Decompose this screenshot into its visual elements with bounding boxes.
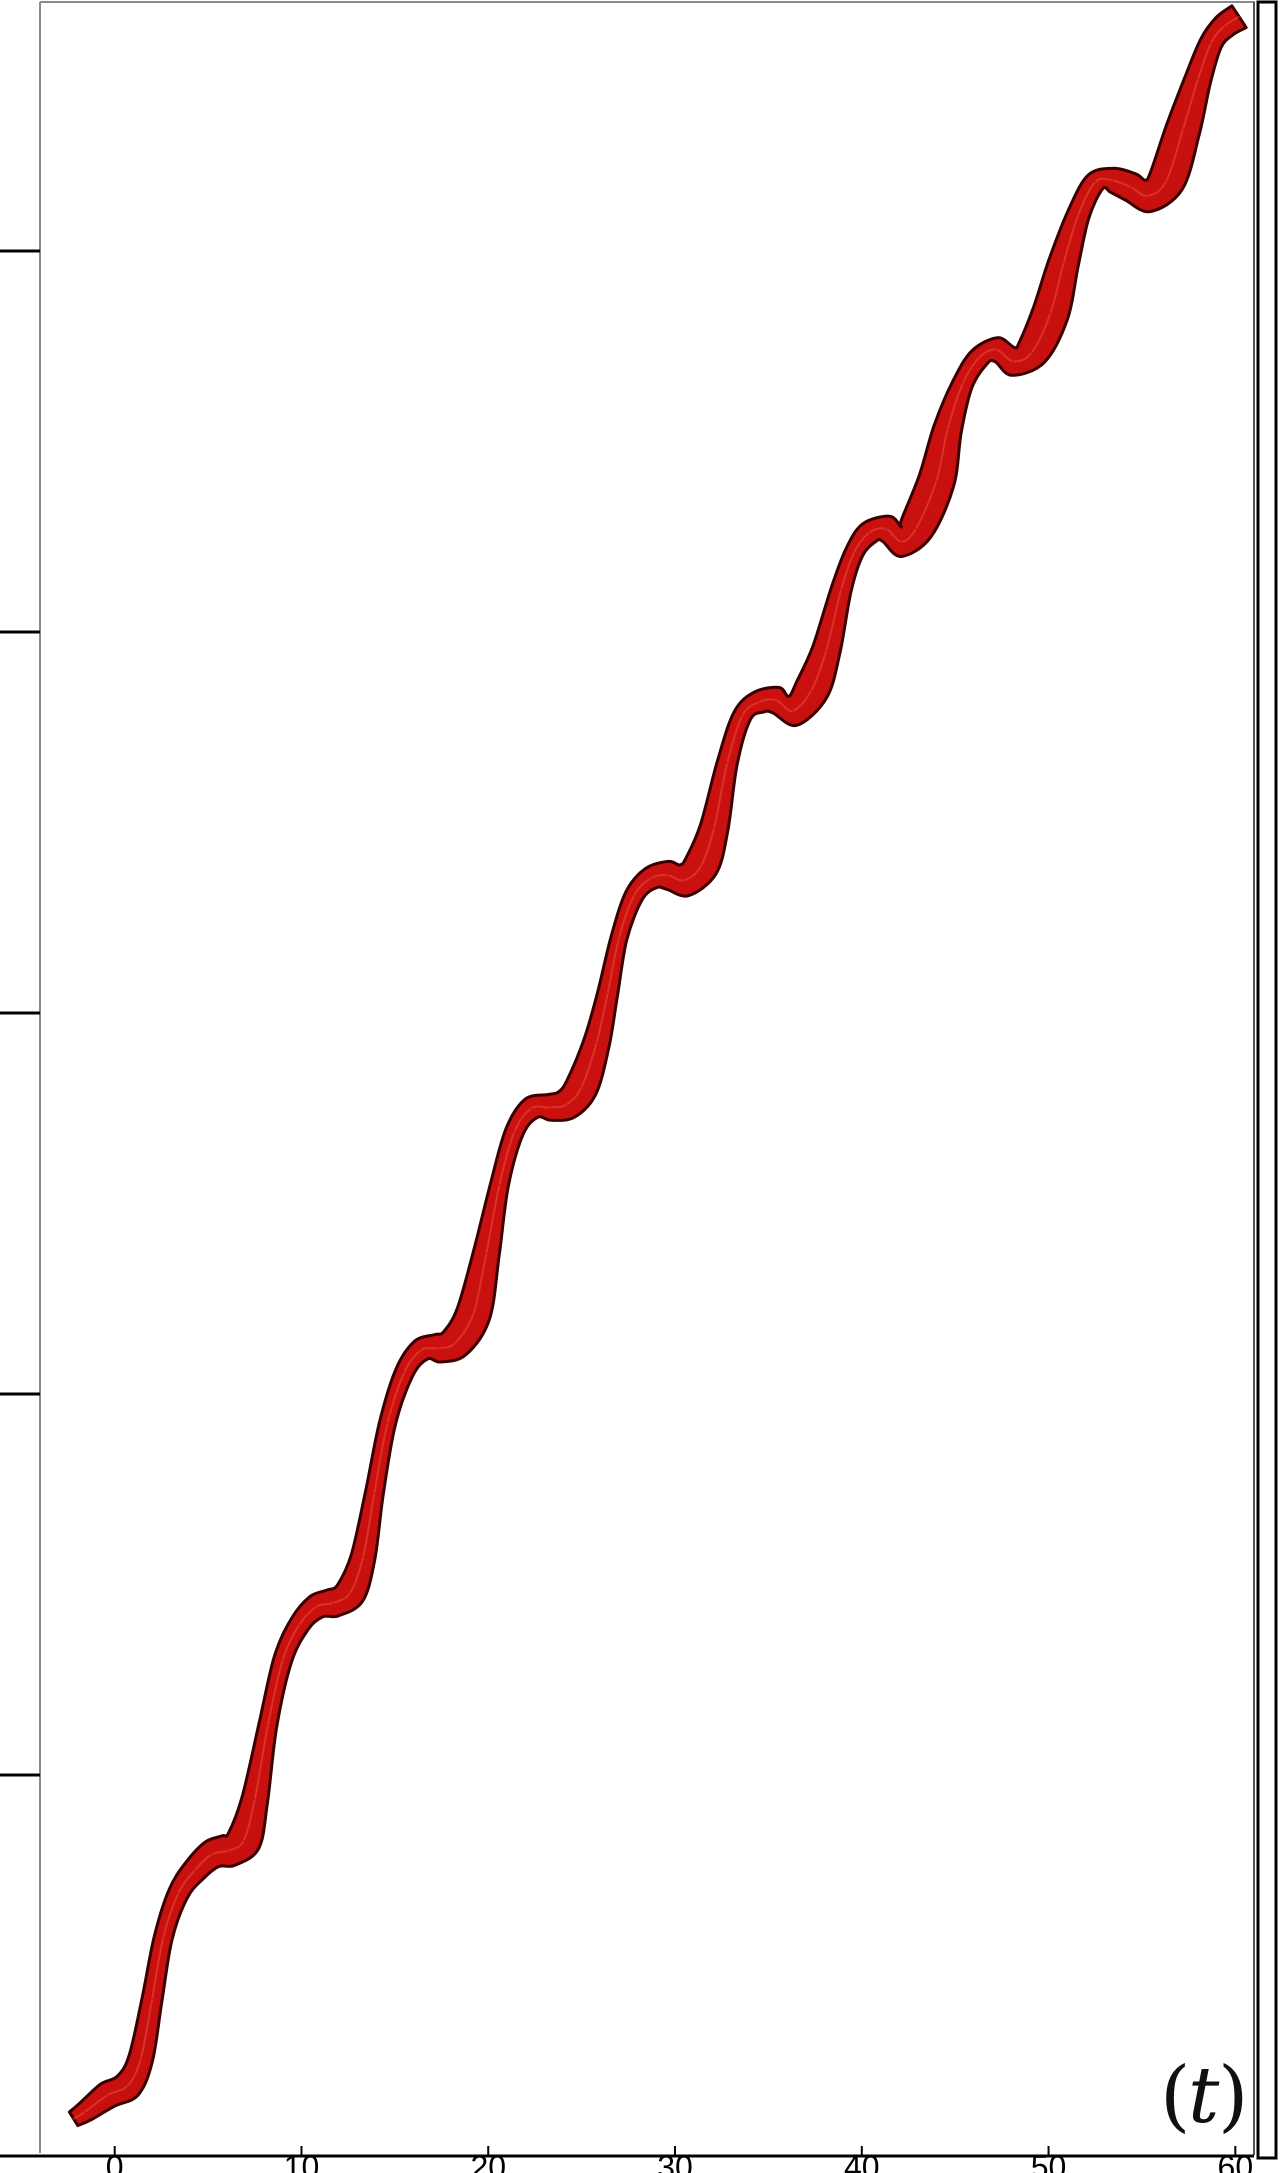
data-point — [211, 1853, 213, 1856]
x-ticks: 0 10 20 30 40 50 60 — [106, 2146, 1253, 2173]
data-point — [633, 895, 635, 897]
data-point — [683, 879, 686, 881]
data-point — [362, 1556, 364, 1558]
data-point — [1049, 312, 1052, 315]
data-point — [373, 1492, 376, 1494]
data-point — [140, 2057, 142, 2059]
data-point — [513, 1131, 516, 1133]
data-point — [1030, 351, 1033, 354]
data-point — [1182, 128, 1184, 131]
series-ribbon — [67, 4, 1248, 2128]
data-point — [420, 1349, 422, 1351]
panel-label-open-paren: ( — [1160, 2051, 1190, 2141]
data-point — [741, 715, 744, 717]
data-point — [227, 1849, 230, 1852]
data-point — [565, 1103, 568, 1106]
data-point — [1077, 213, 1080, 216]
series-layer — [67, 4, 1248, 2128]
data-point — [267, 1724, 269, 1726]
data-point — [885, 528, 887, 530]
data-point — [700, 864, 702, 867]
x-tick-label: 40 — [844, 2149, 880, 2173]
data-point — [1062, 262, 1065, 265]
data-point — [472, 1313, 475, 1315]
data-point — [978, 356, 981, 359]
data-point — [298, 1623, 301, 1626]
data-point — [1223, 25, 1225, 28]
data-point — [1238, 15, 1240, 18]
data-point — [151, 1998, 153, 2001]
x-tick-label: 10 — [284, 2149, 320, 2173]
data-point — [127, 2084, 129, 2087]
data-point — [1210, 42, 1212, 44]
data-point — [1094, 181, 1096, 183]
data-point — [726, 762, 729, 764]
data-point — [758, 701, 760, 703]
data-point — [485, 1252, 488, 1255]
data-point — [666, 874, 669, 877]
data-point — [332, 1602, 335, 1604]
data-point — [84, 2111, 86, 2113]
data-point — [498, 1183, 501, 1186]
data-point — [349, 1592, 351, 1594]
data-point — [437, 1347, 439, 1350]
x-tick-label: 60 — [1218, 2149, 1254, 2173]
data-point — [242, 1839, 245, 1842]
x-tick-label: 50 — [1031, 2149, 1067, 2173]
data-point — [1146, 195, 1149, 197]
data-point — [618, 937, 620, 939]
data-point — [791, 710, 794, 712]
panel-label: ( t ) — [1160, 2051, 1248, 2141]
data-point — [840, 588, 842, 591]
data-point — [1197, 78, 1199, 81]
data-point — [935, 480, 938, 482]
data-point — [595, 1042, 598, 1044]
series-highlight-line — [73, 15, 1240, 2120]
data-point — [254, 1798, 256, 1801]
data-point — [868, 531, 871, 534]
panel-label-text: t — [1188, 2051, 1220, 2141]
data-point — [72, 2118, 75, 2120]
x-tick-label: 0 — [106, 2149, 124, 2173]
data-point — [315, 1605, 318, 1608]
data-point — [1129, 186, 1132, 188]
data-point — [1165, 180, 1167, 182]
data-point — [713, 826, 715, 829]
x-tick-label: 30 — [657, 2149, 693, 2173]
data-point — [386, 1422, 389, 1425]
data-point — [106, 2094, 108, 2097]
data-point — [961, 383, 964, 385]
colorbar-edge — [1256, 0, 1278, 2160]
data-point — [530, 1107, 532, 1110]
data-point — [1012, 360, 1014, 363]
data-point — [946, 428, 949, 430]
data-point — [607, 992, 609, 994]
data-point — [453, 1342, 456, 1345]
data-point — [853, 551, 856, 553]
data-point — [775, 699, 777, 701]
data-point — [825, 649, 828, 651]
data-point — [549, 1106, 551, 1109]
data-point — [915, 528, 917, 530]
data-point — [162, 1936, 165, 1939]
x-tick-label: 20 — [470, 2149, 506, 2173]
data-point — [1111, 179, 1113, 181]
y-ticks — [0, 249, 40, 1777]
data-point — [282, 1658, 284, 1661]
panel-label-close-paren: ) — [1218, 2051, 1248, 2141]
data-point — [810, 689, 813, 692]
data-point — [194, 1869, 196, 1871]
data-point — [649, 877, 652, 880]
data-point — [900, 540, 902, 543]
data-point — [995, 348, 998, 351]
data-point — [403, 1371, 406, 1374]
data-point — [177, 1892, 179, 1895]
data-point — [580, 1086, 583, 1088]
